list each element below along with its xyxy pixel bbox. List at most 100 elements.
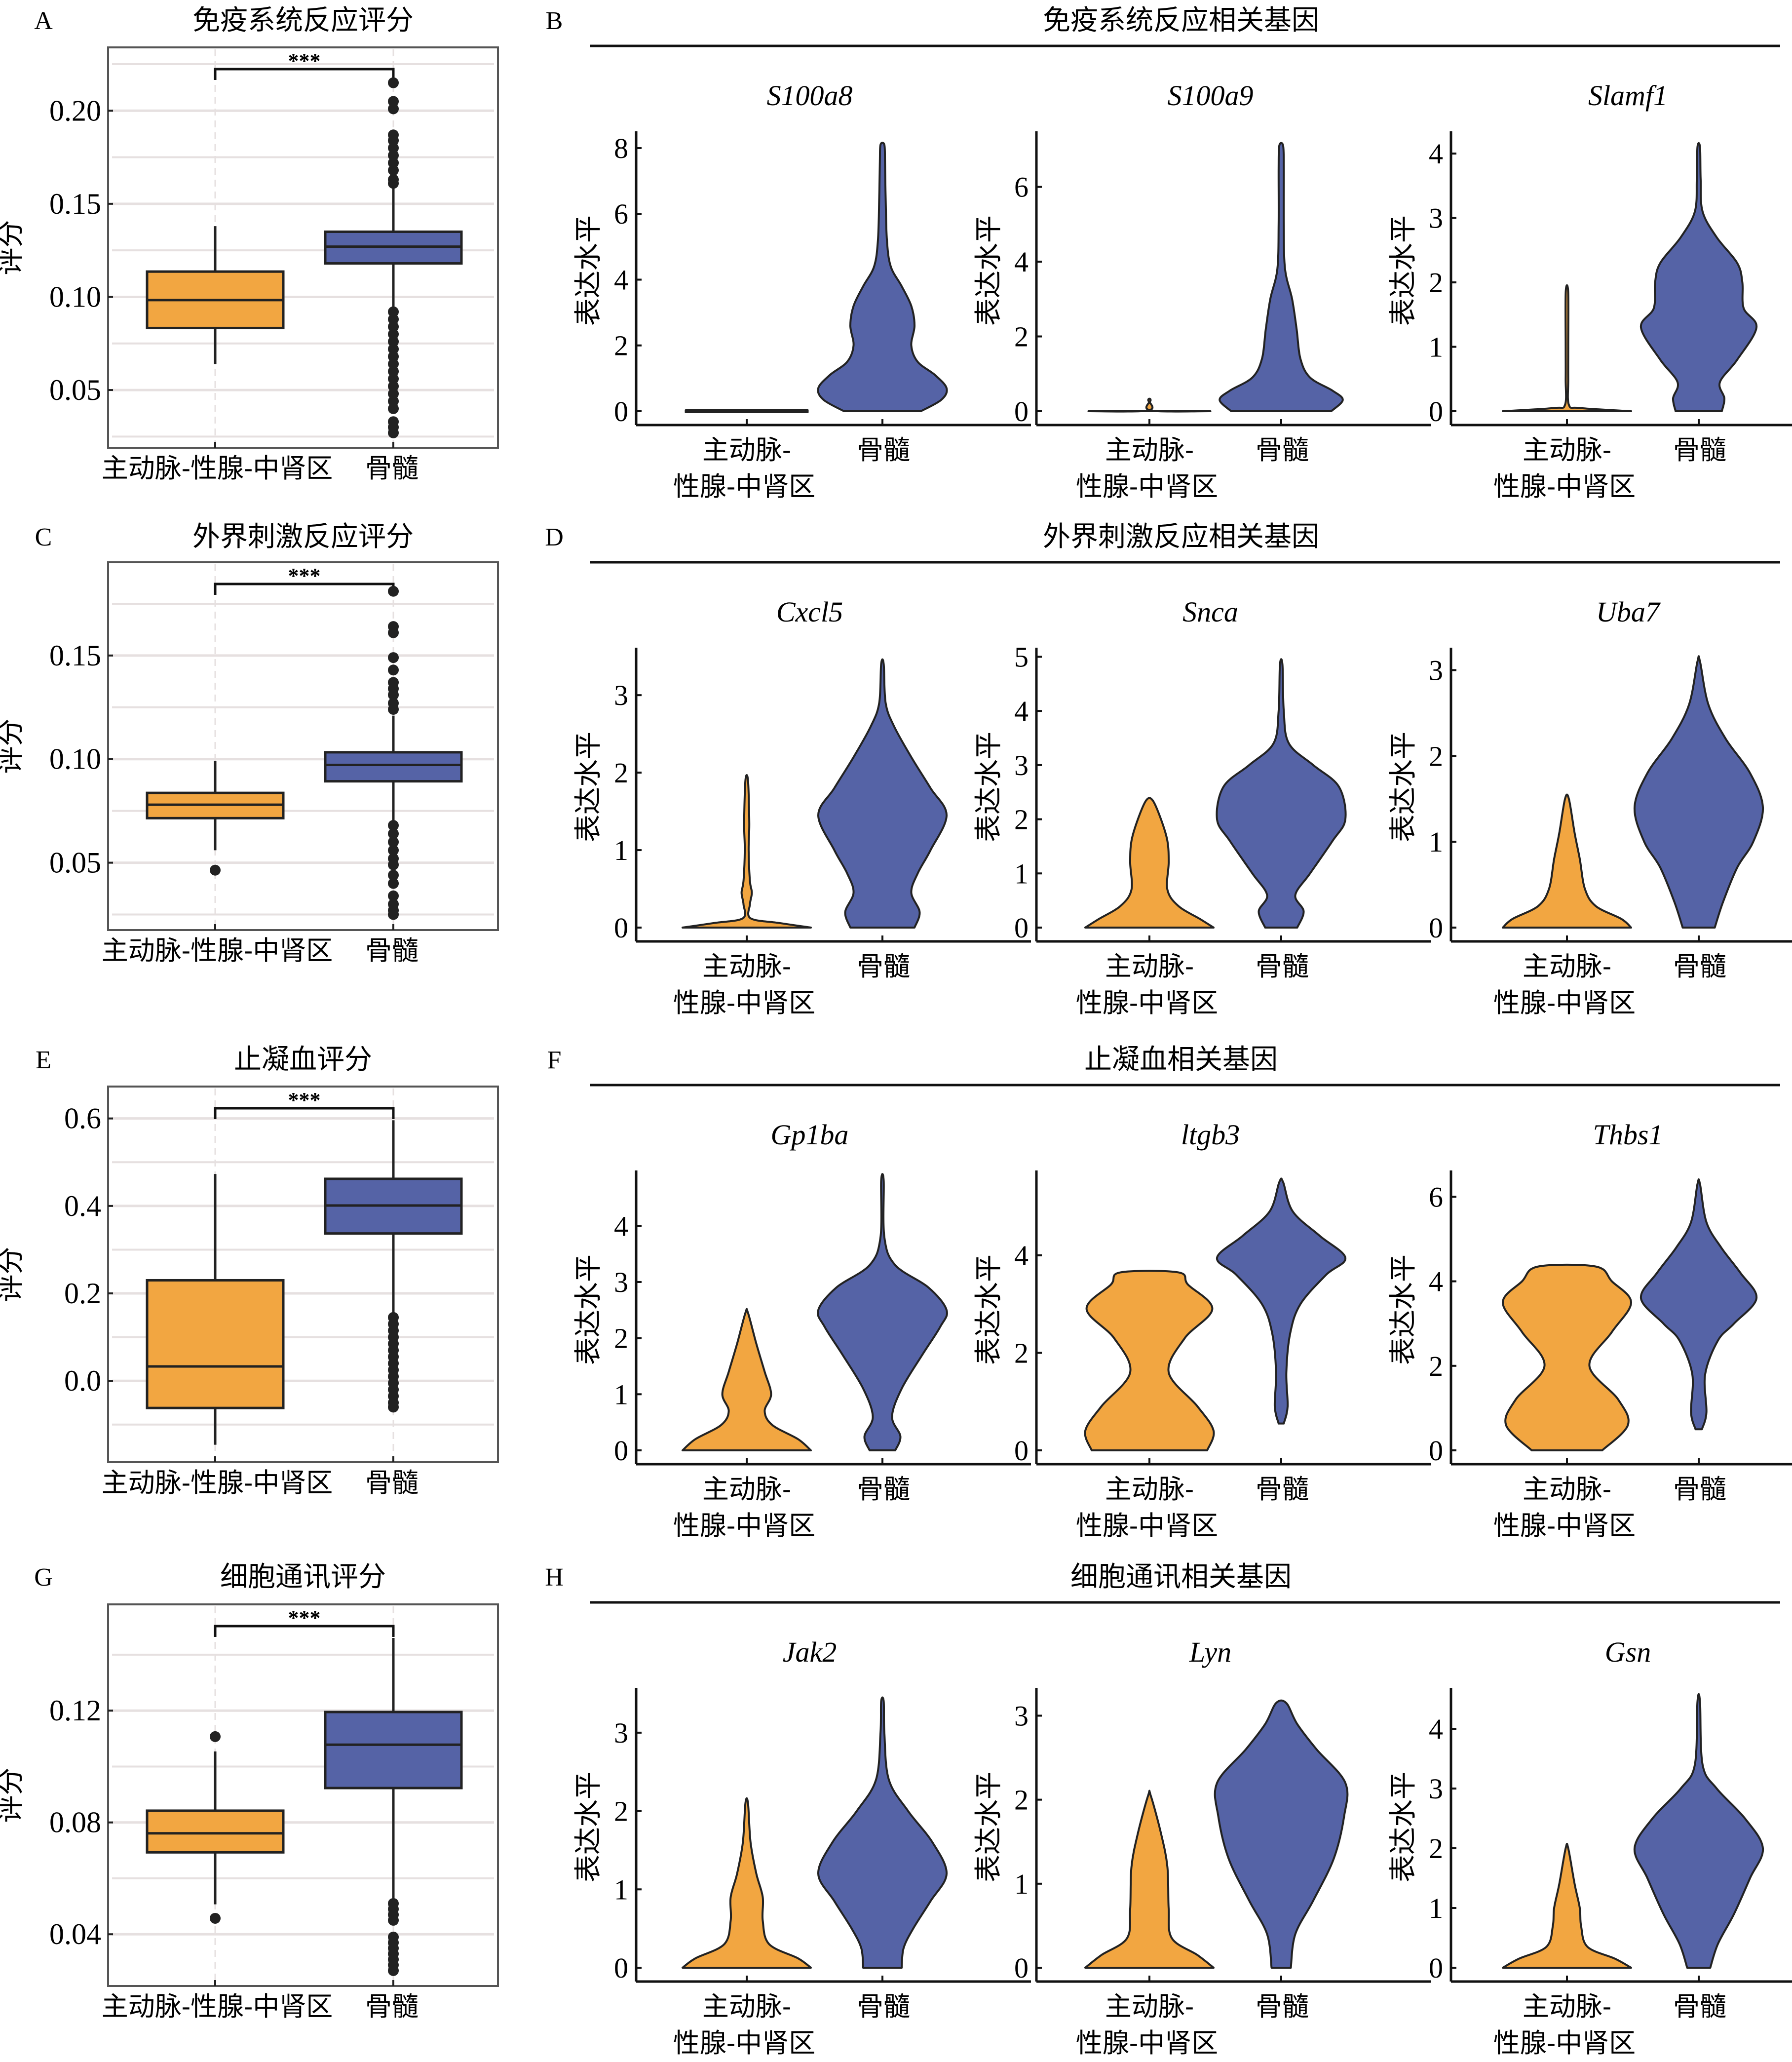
x-category-label: 主动脉-性腺-中肾区 (102, 1467, 333, 1498)
y-tick-label: 1 (1014, 857, 1029, 890)
y-tick-label: 2 (1014, 321, 1029, 353)
y-tick-label: 1 (614, 1378, 628, 1410)
y-axis-label: 表达水平 (973, 1772, 1005, 1882)
x-category-label: 主动脉- (702, 951, 791, 982)
x-category-label: 性腺-中肾区 (1076, 2027, 1218, 2059)
outlier-point (388, 585, 399, 597)
y-axis-label: 表达水平 (1387, 1254, 1419, 1365)
outlier-point (388, 403, 399, 414)
outlier-point (388, 427, 399, 438)
violin-shape (682, 1797, 812, 1969)
x-category-label: 主动脉- (702, 1474, 791, 1505)
outlier-point (388, 321, 399, 332)
violin-panel-D: D 外界刺激反应相关基因Cxcl50123表达水平主动脉-性腺-中肾区骨髓Snca… (545, 521, 1792, 1018)
y-tick-label: 0.0 (64, 1364, 101, 1397)
violin-shape (1639, 1178, 1758, 1431)
outlier-point (388, 664, 399, 676)
y-tick-label: 0 (614, 395, 628, 428)
y-tick-label: 4 (1429, 1713, 1443, 1745)
y-axis-label: 表达水平 (572, 1254, 605, 1365)
y-tick-label: 6 (1429, 1181, 1443, 1213)
panel-letter: B (546, 7, 563, 35)
y-axis-label: 表达水平 (1387, 215, 1419, 326)
y-tick-label: 4 (1014, 246, 1029, 278)
y-tick-label: 1 (614, 1873, 628, 1906)
box-group (146, 1731, 285, 1924)
y-tick-label: 4 (1014, 695, 1029, 727)
y-axis-label: 表达水平 (572, 1772, 605, 1882)
violin-shape (1084, 797, 1215, 929)
y-tick-label: 0.2 (64, 1277, 101, 1310)
y-tick-label: 8 (614, 132, 628, 164)
panel-letter: A (34, 7, 53, 35)
violin-shape (817, 658, 948, 929)
y-tick-label: 1 (1429, 1892, 1443, 1924)
y-tick-label: 4 (614, 264, 628, 296)
gene-title: Snca (1182, 596, 1238, 628)
outlier-point (388, 103, 399, 115)
x-category-label: 骨髓 (1673, 434, 1726, 466)
y-tick-label: 5 (1014, 641, 1029, 673)
y-axis-label: 评分 (0, 719, 27, 774)
violin-shape (1084, 1270, 1215, 1451)
y-tick-label: 4 (614, 1210, 628, 1242)
gene-title: Jak2 (783, 1636, 837, 1668)
y-tick-label: 2 (614, 757, 628, 789)
violin-shape (685, 409, 809, 413)
y-axis-label: 表达水平 (1387, 1772, 1419, 1882)
x-category-label: 性腺-中肾区 (673, 1510, 815, 1541)
y-tick-label: 0.04 (49, 1918, 101, 1950)
x-category-label: 骨髓 (1673, 951, 1726, 982)
outlier-point (388, 178, 399, 189)
x-category-label: 主动脉- (1523, 1991, 1611, 2022)
panel-letter: E (36, 1046, 51, 1074)
gene-title: Gsn (1605, 1636, 1651, 1668)
x-category-label: 骨髓 (1256, 951, 1309, 982)
y-tick-label: 3 (1014, 749, 1029, 781)
x-category-label: 主动脉-性腺-中肾区 (102, 935, 333, 966)
plot-frame (107, 1603, 499, 1987)
y-axis-label: 评分 (0, 1768, 27, 1823)
y-tick-label: 1 (1014, 1868, 1029, 1900)
y-tick-label: 0 (614, 912, 628, 944)
x-category-label: 性腺-中肾区 (1493, 2027, 1636, 2059)
y-tick-label: 0 (614, 1435, 628, 1467)
y-tick-label: 0.08 (49, 1806, 101, 1839)
violin-shape (1087, 397, 1212, 413)
panel-title: 外界刺激反应评分 (192, 521, 414, 553)
y-axis-label: 表达水平 (572, 215, 605, 326)
y-tick-label: 6 (1014, 171, 1029, 203)
violin-shape (1214, 1699, 1349, 1969)
x-category-label: 主动脉- (1523, 434, 1611, 466)
violin-shape (1639, 142, 1758, 412)
outlier-point (388, 1965, 399, 1976)
outlier-point (388, 358, 399, 370)
x-category-label: 性腺-中肾区 (1076, 1510, 1218, 1541)
violin-shape (1216, 1177, 1346, 1425)
y-axis-label: 表达水平 (572, 732, 605, 842)
violin-shape (1633, 655, 1764, 929)
y-tick-label: 2 (1014, 804, 1029, 836)
violin-shape (817, 142, 948, 412)
y-tick-label: 0.10 (49, 280, 101, 313)
y-tick-label: 3 (614, 1717, 628, 1749)
outlier-point (388, 652, 399, 663)
y-tick-label: 0 (1014, 912, 1029, 944)
outlier-point (388, 845, 399, 856)
violin-panel-B: B 免疫系统反应相关基因S100a802468表达水平主动脉-性腺-中肾区骨髓S1… (546, 4, 1792, 502)
outlier-point (388, 890, 399, 901)
outlier-point (388, 1401, 399, 1413)
x-category-label: 主动脉- (1105, 951, 1194, 982)
outlier-point (388, 395, 399, 407)
panel-title: 外界刺激反应相关基因 (1043, 521, 1319, 553)
outlier-point (388, 306, 399, 317)
x-category-label: 骨髓 (365, 453, 419, 484)
